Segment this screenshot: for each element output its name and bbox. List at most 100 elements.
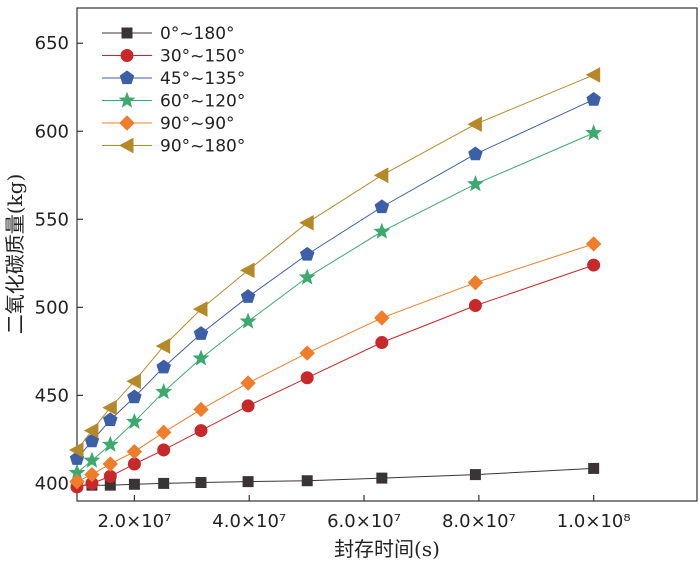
series-4 [69, 236, 602, 490]
data-point [102, 399, 117, 416]
legend: 0°~180° 30°~150°45°~135° 60°~120°90°~90° 90… [102, 24, 245, 157]
x-tick-label: 4.0×10⁷ [212, 511, 286, 532]
data-point [192, 301, 208, 317]
data-point [299, 246, 315, 261]
data-point [194, 424, 208, 438]
series-5 [68, 67, 601, 458]
data-point [69, 473, 85, 490]
data-point [300, 371, 314, 385]
data-point [127, 389, 142, 404]
legend-label: 45°~135° [160, 69, 245, 89]
x-axis-title: 封存时间(s) [334, 537, 440, 561]
data-point [193, 401, 209, 418]
data-point [125, 412, 143, 429]
data-point [466, 175, 484, 192]
legend-item: 90°~90° [102, 114, 235, 134]
series-line [77, 467, 594, 486]
y-axis-title: 二氧化碳质量(kg) [3, 174, 27, 335]
data-point [376, 472, 388, 484]
legend-marker [119, 70, 135, 85]
data-point [585, 67, 601, 83]
data-point [156, 359, 171, 374]
legend-label: 0°~180° [160, 24, 235, 44]
data-point [126, 373, 141, 390]
data-point [195, 477, 207, 489]
data-point [585, 236, 602, 252]
y-tick-label: 500 [35, 297, 69, 318]
x-tick-label: 6.0×10⁷ [327, 511, 401, 532]
series-0 [71, 462, 600, 491]
legend-label: 90°~90° [160, 114, 235, 134]
legend-marker [119, 115, 135, 131]
legend-marker [118, 137, 134, 154]
data-point [586, 91, 601, 106]
legend-item: 30°~150° [102, 47, 245, 67]
data-point [84, 466, 100, 483]
x-tick-label: 8.0×10⁷ [442, 511, 516, 532]
data-point [587, 258, 601, 272]
legend-item: 45°~135° [102, 69, 245, 89]
data-point [240, 262, 255, 279]
data-point [68, 442, 84, 458]
series-1 [70, 258, 601, 494]
legend-label: 30°~150° [160, 47, 245, 67]
series-line [76, 243, 594, 483]
data-point [301, 475, 313, 487]
x-tick-label: 2.0×10⁷ [97, 511, 171, 532]
legend-label: 60°~120° [160, 92, 245, 112]
data-point [128, 478, 140, 490]
data-point [469, 469, 481, 481]
data-point [374, 310, 390, 326]
data-point [299, 214, 314, 231]
series-2 [69, 91, 601, 465]
data-point [155, 338, 171, 354]
axes: 400 450 500 550 600 650 2.0×10⁷ 4.0×10⁷ 6.0×10⁷ 8… [35, 33, 631, 532]
data-point [240, 375, 256, 391]
data-point [239, 312, 257, 329]
data-point [103, 469, 117, 483]
series-3 [68, 124, 603, 481]
series-line [76, 132, 594, 474]
data-point [373, 222, 391, 239]
y-tick-label: 650 [35, 33, 69, 54]
data-point [102, 456, 119, 472]
legend-marker [118, 91, 136, 108]
data-point [298, 268, 316, 285]
data-point [467, 116, 482, 133]
data-point [373, 167, 389, 184]
data-point [588, 462, 600, 474]
data-point [242, 476, 254, 488]
data-point [193, 326, 209, 340]
legend-item: 60°~120° [102, 92, 245, 112]
legend-marker [120, 49, 134, 62]
legend-item: 90°~180° [102, 137, 245, 157]
data-point [157, 443, 171, 457]
x-tick-label: 1.0×10⁸ [557, 511, 631, 532]
legend-item: 0°~180° [102, 24, 235, 44]
series-lines [68, 67, 603, 494]
data-point [468, 299, 482, 313]
data-point [101, 435, 119, 452]
y-tick-label: 450 [35, 385, 69, 406]
data-point [155, 382, 173, 400]
legend-marker [121, 27, 133, 39]
data-point [158, 477, 170, 489]
legend-label: 90°~180° [160, 137, 245, 157]
data-point [83, 451, 101, 468]
y-tick-label: 550 [35, 209, 69, 230]
y-tick-label: 600 [35, 121, 69, 142]
data-point [467, 274, 484, 291]
y-tick-label: 400 [35, 473, 69, 494]
series-line [76, 74, 594, 451]
data-point [375, 336, 389, 350]
data-point [192, 349, 210, 366]
data-point [299, 345, 315, 361]
data-point [155, 424, 172, 441]
plot-frame [76, 7, 698, 502]
series-line [76, 99, 594, 460]
data-point [127, 457, 141, 471]
data-point [83, 422, 99, 439]
data-point [241, 399, 255, 413]
data-point [374, 199, 390, 214]
